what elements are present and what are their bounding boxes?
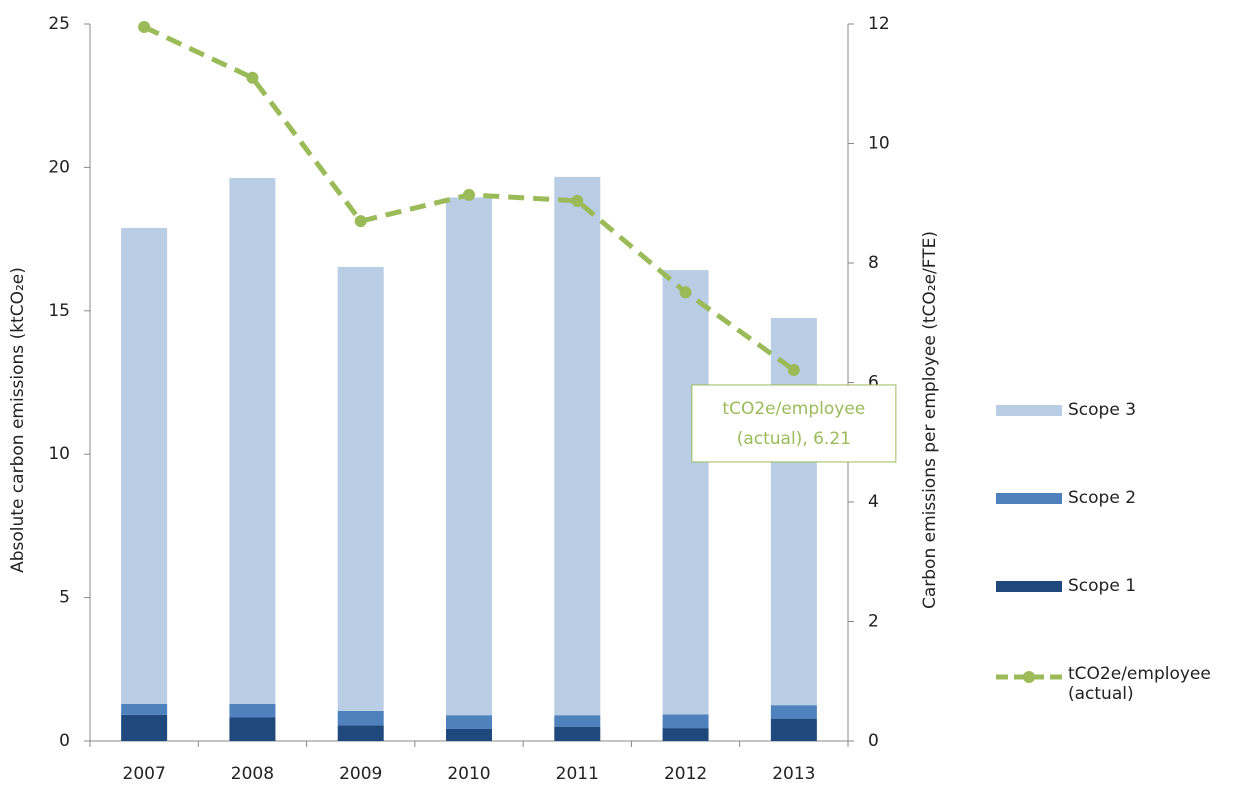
x-tick-label: 2009 (339, 764, 382, 784)
line-marker (246, 71, 259, 84)
bar (554, 715, 601, 727)
y-tick-label: 5 (59, 588, 70, 608)
line-marker (679, 286, 692, 299)
bar (662, 270, 709, 715)
y-tick-label: 10 (48, 444, 70, 464)
x-tick-label: 2012 (664, 764, 707, 784)
legend: Scope 3 Scope 2 Scope 1 tCO2e/employee (act… (996, 400, 1246, 752)
y2-axis-title: Carbon emissions per employee (tCO₂e/FTE… (920, 231, 940, 609)
annotation-box (691, 384, 897, 463)
line-marker (571, 194, 584, 207)
y-tick-label: 15 (48, 301, 70, 321)
bar (446, 197, 492, 716)
bar (121, 704, 168, 715)
bar (662, 714, 709, 729)
legend-swatch (996, 405, 1062, 416)
line-marker (787, 363, 800, 376)
bar (554, 176, 601, 716)
bar (229, 704, 276, 718)
bar (770, 317, 817, 706)
y2-tick-label: 4 (868, 492, 879, 512)
bar (121, 227, 168, 705)
legend-label: Scope 1 (1068, 576, 1137, 596)
annotation-text: (actual), 6.21 (737, 429, 851, 449)
line-marker (354, 215, 367, 228)
bar (121, 714, 168, 741)
legend-label: Scope 3 (1068, 400, 1137, 420)
y2-tick-label: 12 (868, 14, 890, 34)
legend-line (996, 671, 1062, 683)
bar (662, 728, 709, 741)
x-tick-label: 2011 (556, 764, 599, 784)
bar (337, 266, 384, 711)
bar (229, 717, 276, 741)
legend-item: Scope 1 (996, 576, 1246, 664)
y-axis-title: Absolute carbon emissions (ktCO₂e) (8, 267, 28, 573)
x-tick-label: 2010 (447, 764, 490, 784)
legend-item: Scope 3 (996, 400, 1246, 488)
line-marker (463, 188, 475, 201)
bar (446, 728, 492, 741)
y-tick-label: 20 (48, 157, 70, 177)
y2-tick-label: 0 (868, 731, 879, 751)
x-tick-label: 2008 (231, 764, 274, 784)
legend-item: tCO2e/employee (actual) (996, 664, 1246, 752)
y2-tick-label: 10 (868, 134, 890, 154)
annotation-text: tCO2e/employee (722, 399, 865, 419)
y2-tick-label: 8 (868, 253, 879, 273)
x-tick-label: 2013 (772, 764, 815, 784)
line-marker (138, 20, 151, 33)
legend-swatch (996, 493, 1062, 504)
legend-swatch (996, 581, 1062, 592)
y-tick-label: 0 (59, 731, 70, 751)
y2-tick-label: 6 (868, 373, 879, 393)
legend-label: tCO2e/employee (actual) (1068, 664, 1211, 704)
bar (770, 705, 817, 719)
legend-label: Scope 2 (1068, 488, 1137, 508)
bar (229, 178, 276, 705)
legend-item: Scope 2 (996, 488, 1246, 576)
y2-tick-label: 2 (868, 612, 879, 632)
legend-swatch (996, 668, 1062, 683)
x-tick-label: 2007 (123, 764, 166, 784)
bar (446, 715, 492, 729)
bar (554, 726, 601, 741)
bar (337, 725, 384, 741)
y-tick-label: 25 (48, 14, 70, 34)
bar (770, 718, 817, 741)
bar (337, 710, 384, 726)
